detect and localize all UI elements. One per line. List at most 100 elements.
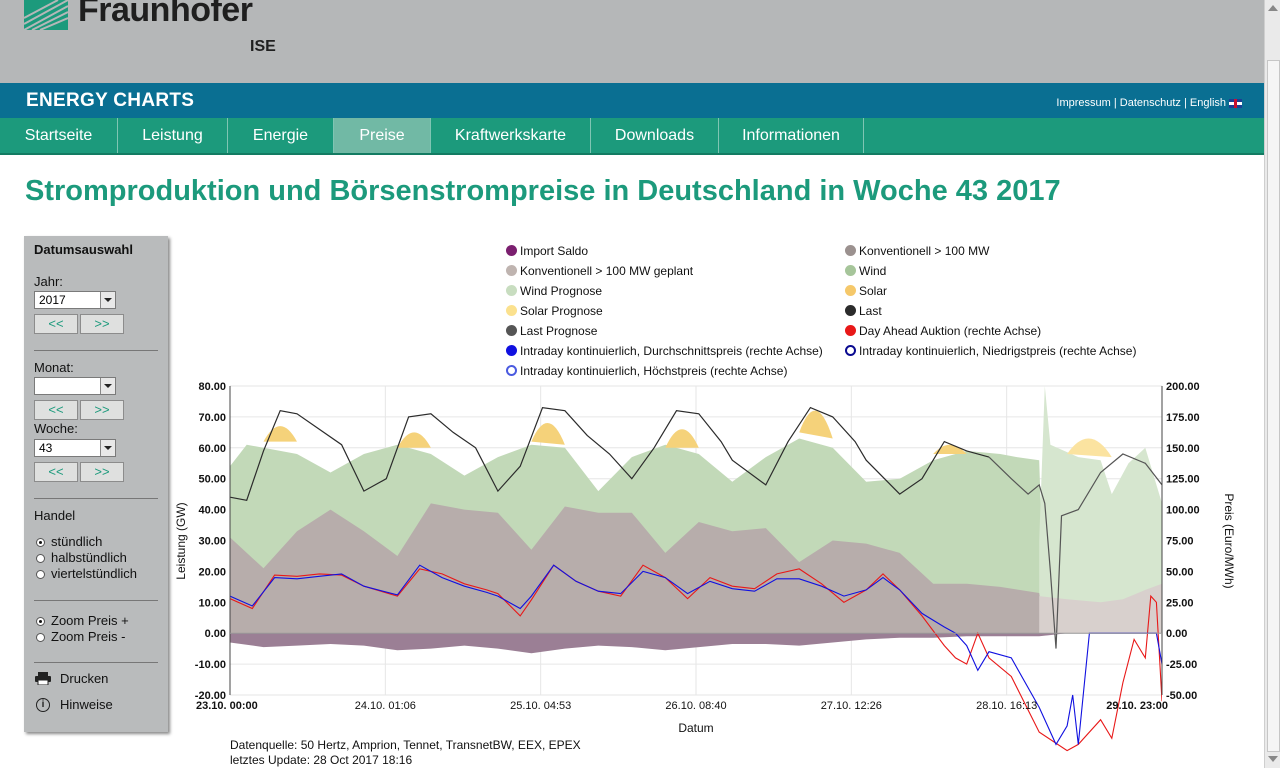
scroll-up-arrow-icon[interactable] — [1268, 5, 1278, 11]
year-prev-button[interactable]: << — [34, 314, 78, 334]
legend-last[interactable]: Last — [845, 304, 882, 318]
y-axis-label-right: Preis (Euro/MWh) — [1222, 493, 1236, 588]
legend-label: Konventionell > 100 MW geplant — [520, 264, 694, 278]
notes-link[interactable]: Hinweise — [60, 697, 113, 712]
y-tick-label-right: 150.00 — [1166, 443, 1200, 455]
legend-wind-prognose[interactable]: Wind Prognose — [506, 284, 602, 298]
y-tick-label-right: 0.00 — [1166, 628, 1187, 640]
legend-wind[interactable]: Wind — [845, 264, 886, 278]
printer-icon[interactable] — [35, 672, 51, 685]
y-axis-label-left: Leistung (GW) — [174, 502, 188, 579]
trade-label: Handel — [34, 508, 76, 523]
year-next-button[interactable]: >> — [80, 314, 124, 334]
logo-text[interactable]: Fraunhofer — [78, 0, 253, 29]
legend-konventionell[interactable]: Konventionell > 100 MW — [845, 244, 989, 258]
legend-label: Solar Prognose — [520, 304, 603, 318]
year-value: 2017 — [39, 293, 66, 307]
y-tick-label-right: -25.00 — [1166, 659, 1197, 671]
month-next-button[interactable]: >> — [80, 400, 124, 420]
x-tick-label: 26.10. 08:40 — [665, 700, 726, 712]
legend-label: Intraday kontinuierlich, Niedrigstpreis … — [859, 344, 1137, 358]
legend-solar-prognose[interactable]: Solar Prognose — [506, 304, 603, 318]
legend-day-ahead[interactable]: Day Ahead Auktion (rechte Achse) — [845, 324, 1041, 338]
scroll-thumb[interactable] — [1267, 60, 1280, 752]
x-tick-label: 24.10. 01:06 — [355, 700, 416, 712]
line-last — [230, 406, 990, 501]
legend-label: Day Ahead Auktion (rechte Achse) — [859, 324, 1042, 338]
line-day-ahead — [230, 564, 1162, 752]
brand-bar — [0, 83, 1264, 118]
nav-energie[interactable]: Energie — [228, 118, 334, 153]
vertical-scrollbar[interactable] — [1264, 0, 1280, 768]
nav-startseite[interactable]: Startseite — [0, 118, 118, 153]
legend-solar[interactable]: Solar — [845, 284, 887, 298]
series-layer — [230, 386, 1162, 752]
brand-title[interactable]: ENERGY CHARTS — [26, 90, 195, 111]
y-tick-label-right: 125.00 — [1166, 474, 1200, 486]
y-tick-label-left: 40.00 — [198, 505, 226, 517]
year-select[interactable]: 2017 — [34, 291, 116, 309]
radio-halfhourly[interactable] — [36, 554, 45, 563]
y-tick-label-right: 75.00 — [1166, 536, 1194, 548]
x-tick-label: 23.10. 00:00 — [196, 700, 258, 712]
uk-flag-icon[interactable] — [1229, 98, 1242, 108]
week-next-button[interactable]: >> — [80, 462, 124, 482]
y-tick-label-right: 175.00 — [1166, 412, 1200, 424]
radio-quarterhourly[interactable] — [36, 570, 45, 579]
area-solar-prognose — [1067, 438, 1112, 458]
last-update: letztes Update: 28 Oct 2017 18:16 — [230, 753, 413, 767]
line-last-prognose — [988, 453, 1162, 649]
area-solar — [799, 410, 833, 439]
month-select[interactable] — [34, 377, 116, 395]
nav-downloads[interactable]: Downloads — [591, 118, 719, 153]
scroll-down-arrow-icon[interactable] — [1268, 756, 1278, 762]
radio-zoom-minus-label[interactable]: Zoom Preis - — [51, 629, 126, 644]
legend-label: Wind Prognose — [520, 284, 603, 298]
chevron-down-icon[interactable] — [100, 378, 115, 394]
info-icon[interactable]: i — [36, 698, 50, 712]
legend-intraday-min[interactable]: Intraday kontinuierlich, Niedrigstpreis … — [845, 344, 1136, 358]
radio-zoom-minus[interactable] — [36, 633, 45, 642]
nav-kraftwerkskarte[interactable]: Kraftwerkskarte — [431, 118, 591, 153]
divider — [34, 662, 158, 663]
link-english[interactable]: English — [1189, 97, 1226, 109]
radio-zoom-plus-label[interactable]: Zoom Preis + — [51, 613, 129, 628]
area-konventionell — [230, 503, 1162, 634]
chevron-down-icon[interactable] — [100, 440, 115, 456]
nav-preise[interactable]: Preise — [334, 118, 431, 153]
legend-swatch — [845, 245, 856, 256]
legend-konventionell-geplant[interactable]: Konventionell > 100 MW geplant — [506, 264, 693, 278]
legend-swatch — [506, 365, 517, 376]
legend-import-saldo[interactable]: Import Saldo — [506, 244, 588, 258]
nav-informationen[interactable]: Informationen — [719, 118, 864, 153]
month-label: Monat: — [34, 360, 74, 375]
link-datenschutz[interactable]: Datenschutz — [1119, 97, 1181, 109]
radio-quarterhourly-label[interactable]: viertelstündlich — [51, 566, 137, 581]
radio-hourly-label[interactable]: stündlich — [51, 534, 103, 549]
week-select[interactable]: 43 — [34, 439, 116, 457]
legend-intraday-avg[interactable]: Intraday kontinuierlich, Durchschnittspr… — [506, 344, 823, 358]
legend-last-prognose[interactable]: Last Prognose — [506, 324, 597, 338]
y-tick-label-left: 60.00 — [198, 443, 226, 455]
radio-hourly[interactable] — [36, 538, 45, 547]
legend-swatch — [506, 325, 517, 336]
area-solar — [531, 423, 565, 445]
y-tick-label-left: 80.00 — [198, 381, 226, 393]
legend-intraday-max[interactable]: Intraday kontinuierlich, Höchstpreis (re… — [506, 364, 787, 378]
y-tick-label-left: 30.00 — [198, 536, 226, 548]
radio-zoom-plus[interactable] — [36, 617, 45, 626]
week-prev-button[interactable]: << — [34, 462, 78, 482]
nav-leistung[interactable]: Leistung — [118, 118, 228, 153]
chevron-down-icon[interactable] — [100, 292, 115, 308]
print-link[interactable]: Drucken — [60, 671, 109, 686]
divider — [34, 498, 158, 499]
area-import-saldo — [230, 633, 1162, 654]
legend-label: Intraday kontinuierlich, Durchschnittspr… — [520, 344, 823, 358]
legend-swatch — [845, 265, 856, 276]
radio-halfhourly-label[interactable]: halbstündlich — [51, 550, 127, 565]
y-tick-label-left: 10.00 — [198, 597, 226, 609]
line-intraday-avg — [230, 564, 1162, 746]
month-prev-button[interactable]: << — [34, 400, 78, 420]
link-impressum[interactable]: Impressum — [1056, 97, 1111, 109]
